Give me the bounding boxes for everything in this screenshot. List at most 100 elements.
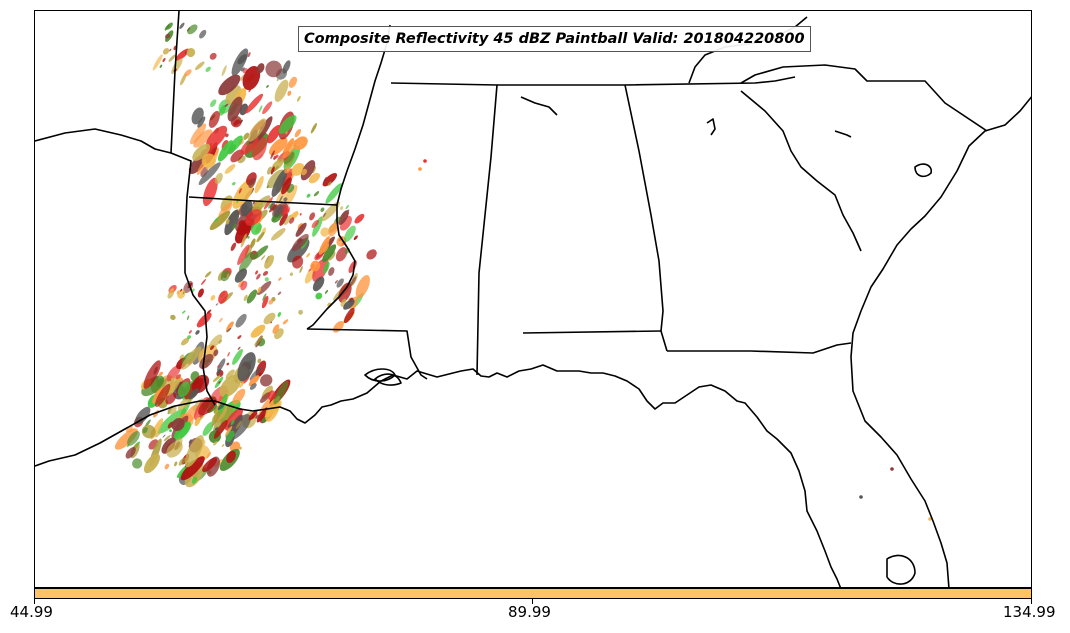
paintball-blob bbox=[256, 63, 265, 74]
paintball-blob bbox=[181, 346, 202, 370]
paintball-blob bbox=[180, 288, 183, 292]
paintball-blob bbox=[179, 22, 185, 29]
mississippi-alabama-border bbox=[390, 82, 498, 376]
paintball-blob bbox=[237, 244, 250, 266]
paintball-blob bbox=[366, 249, 377, 260]
paintball-blob bbox=[250, 238, 256, 249]
lake-okeechobee bbox=[886, 554, 916, 585]
paintball-blob bbox=[289, 272, 294, 276]
paintball-blob bbox=[194, 416, 201, 427]
paintball-blob bbox=[318, 236, 330, 255]
paintball-blob bbox=[213, 440, 218, 446]
paintball-blob bbox=[127, 431, 140, 446]
paintball-blob bbox=[249, 383, 257, 390]
paintball-blob bbox=[256, 407, 269, 423]
paintball-blob bbox=[295, 222, 307, 237]
paintball-blob bbox=[225, 369, 235, 380]
paintball-blob bbox=[198, 162, 221, 186]
paintball-blob bbox=[248, 375, 260, 387]
paintball-blob bbox=[135, 406, 151, 425]
paintball-blob bbox=[192, 143, 211, 161]
paintball-blob bbox=[226, 450, 236, 463]
paintball-blob bbox=[265, 60, 282, 78]
paintball-blob bbox=[143, 360, 161, 389]
paintball-blob bbox=[310, 122, 317, 134]
paintball-blob bbox=[227, 351, 230, 357]
paintball-blob bbox=[260, 374, 273, 387]
paintball-blob bbox=[273, 204, 283, 218]
paintball-blob bbox=[184, 435, 204, 468]
state-borders bbox=[35, 11, 1031, 587]
paintball-blob bbox=[152, 54, 163, 71]
paintball-blob bbox=[171, 377, 174, 381]
paintball-blob bbox=[245, 93, 264, 114]
paintball-blob bbox=[166, 22, 173, 30]
paintball-blob bbox=[169, 429, 172, 433]
paintball-blob bbox=[228, 135, 243, 153]
paintball-blob bbox=[343, 299, 355, 310]
paintball-blob bbox=[273, 380, 289, 405]
paintball-blob bbox=[339, 215, 352, 231]
paintball-speckle bbox=[890, 467, 894, 471]
paintball-blob bbox=[237, 346, 241, 350]
paintball-blob bbox=[284, 214, 293, 226]
paintball-blob bbox=[299, 266, 303, 274]
paintball-blob bbox=[224, 426, 233, 437]
paintball-blob bbox=[231, 48, 249, 77]
paintball-blob bbox=[263, 196, 273, 210]
paintball-blob bbox=[240, 280, 248, 291]
paintball-blob bbox=[204, 271, 212, 278]
paintball-blob bbox=[226, 362, 230, 366]
paintball-blob bbox=[156, 377, 164, 387]
paintball-blob bbox=[270, 166, 275, 175]
paintball-blob bbox=[232, 223, 237, 230]
paintball-blob bbox=[162, 57, 166, 63]
paintball-blob bbox=[206, 451, 212, 459]
paintball-blob bbox=[322, 212, 327, 218]
georgia-florida-border bbox=[667, 342, 852, 354]
paintball-blob bbox=[322, 172, 338, 187]
paintball-blob bbox=[287, 90, 292, 96]
paintball-blob bbox=[177, 381, 191, 398]
paintball-blob bbox=[238, 187, 242, 194]
paintball-blob bbox=[247, 118, 267, 142]
paintball-blob bbox=[169, 48, 172, 52]
paintball-blob bbox=[220, 270, 231, 282]
paintball-blob bbox=[285, 130, 288, 135]
paintball-blob bbox=[217, 358, 226, 372]
paintball-blob bbox=[354, 213, 365, 224]
paintball-blob bbox=[272, 324, 280, 334]
paintball-blob bbox=[141, 424, 156, 439]
paintball-blob bbox=[214, 217, 219, 222]
paintball-blob bbox=[227, 96, 243, 122]
paintball-blob bbox=[336, 278, 344, 288]
paintball-blob bbox=[266, 125, 281, 144]
paintball-blob bbox=[155, 383, 171, 407]
paintball-blob bbox=[299, 213, 302, 216]
paintball-blob bbox=[255, 414, 260, 419]
paintball-blob bbox=[176, 290, 180, 295]
paintball-blob bbox=[209, 52, 217, 60]
paintball-blob bbox=[145, 419, 151, 427]
paintball-blob bbox=[301, 168, 307, 176]
paintball-blob bbox=[327, 181, 332, 186]
paintball-blob bbox=[310, 260, 321, 272]
paintball-blob bbox=[215, 303, 219, 306]
paintball-blob bbox=[218, 74, 241, 96]
paintball-blob bbox=[157, 408, 187, 434]
paintball-blob bbox=[271, 169, 288, 197]
colorbar-tick-mid bbox=[532, 599, 533, 604]
colorbar-label-max: 134.99 bbox=[1003, 603, 1056, 621]
paintball-blob bbox=[159, 64, 163, 68]
paintball-blob bbox=[277, 312, 282, 317]
paintball-blob bbox=[334, 280, 338, 284]
colorbar-tick-max bbox=[1031, 599, 1032, 604]
paintball-blob bbox=[158, 371, 163, 377]
paintball-blob bbox=[197, 116, 206, 128]
paintball-blob bbox=[142, 426, 148, 434]
paintball-blob bbox=[218, 381, 221, 384]
paintball-blob bbox=[261, 295, 269, 309]
paintball-blob bbox=[339, 206, 344, 211]
paintball-blob bbox=[214, 172, 223, 185]
paintball-blob bbox=[243, 294, 248, 302]
